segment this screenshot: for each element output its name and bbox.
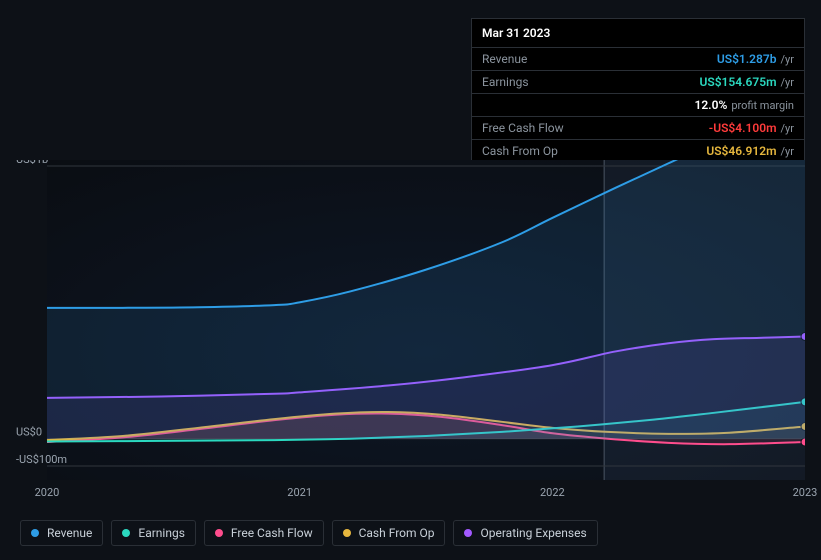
tooltip-row: Cash From Op US$46.912m/yr bbox=[472, 139, 804, 162]
legend-dot-icon bbox=[122, 529, 130, 537]
legend-item-cfo[interactable]: Cash From Op bbox=[332, 520, 446, 546]
tooltip-row: Earnings US$154.675m/yr bbox=[472, 70, 804, 93]
x-tick-label: 2022 bbox=[532, 486, 572, 499]
series-marker-fcf bbox=[801, 438, 805, 446]
tooltip-row: Free Cash Flow -US$4.100m/yr bbox=[472, 116, 804, 139]
tooltip-row-value: -US$4.100m/yr bbox=[709, 121, 794, 135]
chart-legend: Revenue Earnings Free Cash Flow Cash From O… bbox=[20, 520, 598, 546]
legend-label: Free Cash Flow bbox=[231, 526, 313, 540]
legend-item-revenue[interactable]: Revenue bbox=[20, 520, 103, 546]
legend-dot-icon bbox=[31, 529, 39, 537]
tooltip-row: 12.0%profit margin bbox=[472, 93, 804, 116]
legend-label: Earnings bbox=[138, 526, 185, 540]
financials-chart[interactable]: US$1b US$0 -US$100m bbox=[16, 160, 805, 480]
tooltip-row-value: US$154.675m/yr bbox=[699, 75, 794, 89]
legend-dot-icon bbox=[464, 529, 472, 537]
tooltip-row-value: US$1.287b/yr bbox=[717, 52, 794, 66]
x-tick-label: 2021 bbox=[280, 486, 320, 499]
tooltip-row-label: Free Cash Flow bbox=[482, 121, 564, 135]
tooltip-row-label: Revenue bbox=[482, 52, 527, 66]
legend-dot-icon bbox=[215, 529, 223, 537]
legend-label: Revenue bbox=[47, 526, 92, 540]
legend-item-opex[interactable]: Operating Expenses bbox=[453, 520, 597, 546]
tooltip-row: Revenue US$1.287b/yr bbox=[472, 47, 804, 70]
legend-item-earnings[interactable]: Earnings bbox=[111, 520, 196, 546]
legend-label: Operating Expenses bbox=[480, 526, 586, 540]
legend-dot-icon bbox=[343, 529, 351, 537]
tooltip-row-label: Earnings bbox=[482, 75, 529, 89]
legend-label: Cash From Op bbox=[359, 526, 435, 540]
tooltip-row-value: 12.0%profit margin bbox=[694, 98, 794, 112]
tooltip-row-label: Cash From Op bbox=[482, 144, 558, 158]
y-tick-label: -US$100m bbox=[16, 453, 67, 466]
y-tick-label: US$0 bbox=[16, 426, 42, 439]
tooltip-row-value: US$46.912m/yr bbox=[706, 144, 794, 158]
y-tick-label: US$1b bbox=[16, 160, 48, 166]
tooltip-title: Mar 31 2023 bbox=[472, 19, 804, 47]
x-tick-label: 2020 bbox=[27, 486, 67, 499]
x-tick-label: 2023 bbox=[785, 486, 821, 499]
legend-item-fcf[interactable]: Free Cash Flow bbox=[204, 520, 324, 546]
